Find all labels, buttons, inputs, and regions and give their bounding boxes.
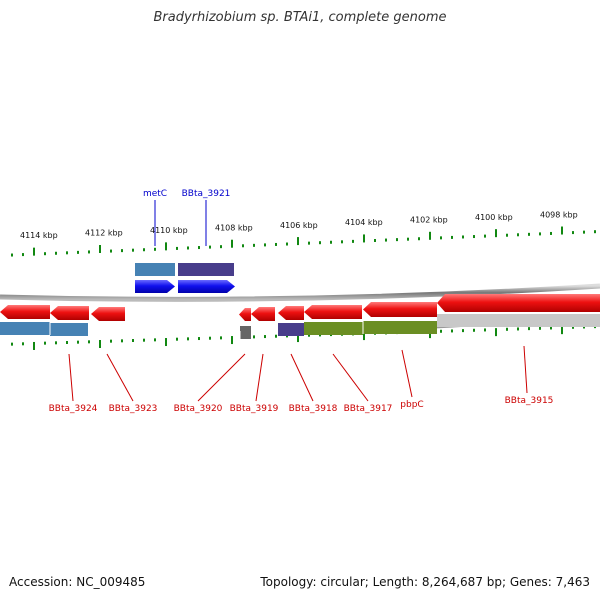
- gene-label: metC: [143, 189, 167, 199]
- gene-pbpC: [363, 302, 437, 317]
- gene-BBta_3921: [178, 280, 235, 293]
- gene-BBta_3918: [278, 306, 304, 320]
- gene-label: BBta_3920: [174, 404, 223, 414]
- ruler-label: 4100 kbp: [475, 213, 513, 222]
- gene-track: [0, 280, 600, 321]
- ruler-label: 4104 kbp: [345, 218, 383, 227]
- cog-bar-BBta_3918: [278, 323, 304, 336]
- cog-track-top: [135, 263, 234, 276]
- gene-label: BBta_3921: [182, 189, 231, 199]
- gene-label: pbpC: [400, 400, 423, 410]
- gene-BBta_3915: [437, 294, 600, 312]
- gene-BBta_3917: [304, 305, 362, 319]
- accession-text: Accession: NC_009485: [9, 575, 146, 589]
- gene-label: BBta_3915: [505, 396, 554, 406]
- leader-line: [68, 353, 74, 402]
- leader-line: [255, 353, 264, 402]
- genome-summary-text: Topology: circular; Length: 8,264,687 bp…: [260, 575, 590, 589]
- cog-track-bottom: [0, 314, 600, 344]
- genome-title: Bradyrhizobium sp. BTAi1, complete genom…: [153, 10, 447, 25]
- leader-line: [523, 345, 528, 394]
- leader-line: [332, 353, 369, 402]
- leader-line: [106, 353, 134, 402]
- gene-label: BBta_3923: [109, 404, 158, 414]
- leader-line: [197, 353, 246, 402]
- gene-BBta_3923: [91, 307, 125, 321]
- ruler-label: 4114 kbp: [20, 231, 58, 240]
- gene-BBta_3920: [239, 308, 251, 321]
- tick-row-top: [11, 226, 596, 257]
- ruler-label: 4098 kbp: [540, 210, 578, 219]
- ruler-label: 4102 kbp: [410, 216, 448, 225]
- gene-label: BBta_3919: [230, 404, 279, 414]
- cog-bar-BBta_3924: [50, 323, 88, 336]
- backbone-outer: [0, 283, 600, 302]
- cog-bar-BBta_3915: [437, 314, 600, 327]
- gene-labels: metC BBta_3921 BBta_3924 BBta_3923 BBta_3920…: [49, 189, 554, 414]
- gene-BBta_3925: [0, 305, 50, 319]
- gene-metC: [135, 280, 175, 293]
- label-leaders: [68, 200, 528, 402]
- cog-bar-pbpC: [363, 321, 437, 334]
- leader-line: [290, 353, 314, 402]
- cog-bar-BBta_3917a: [304, 322, 363, 335]
- gene-label: BBta_3918: [289, 404, 338, 414]
- ruler-label: 4108 kbp: [215, 223, 253, 232]
- cog-bar-BBta_3920: [240, 326, 251, 339]
- ruler-labels: 4114 kbp 4112 kbp 4110 kbp 4108 kbp 4106 kbp…: [20, 210, 578, 240]
- leader-line: [401, 349, 413, 398]
- cog-bar-metC: [135, 263, 175, 276]
- cog-bar-BBta_3921: [178, 263, 234, 276]
- gene-label: BBta_3924: [49, 404, 98, 414]
- cog-bar-BBta_3925: [0, 322, 50, 335]
- gene-BBta_3924: [50, 306, 89, 320]
- gene-label: BBta_3917: [344, 404, 393, 414]
- ruler-label: 4112 kbp: [85, 229, 123, 238]
- ruler-label: 4106 kbp: [280, 221, 318, 230]
- gene-BBta_3919: [251, 307, 275, 321]
- ruler-label: 4110 kbp: [150, 226, 188, 235]
